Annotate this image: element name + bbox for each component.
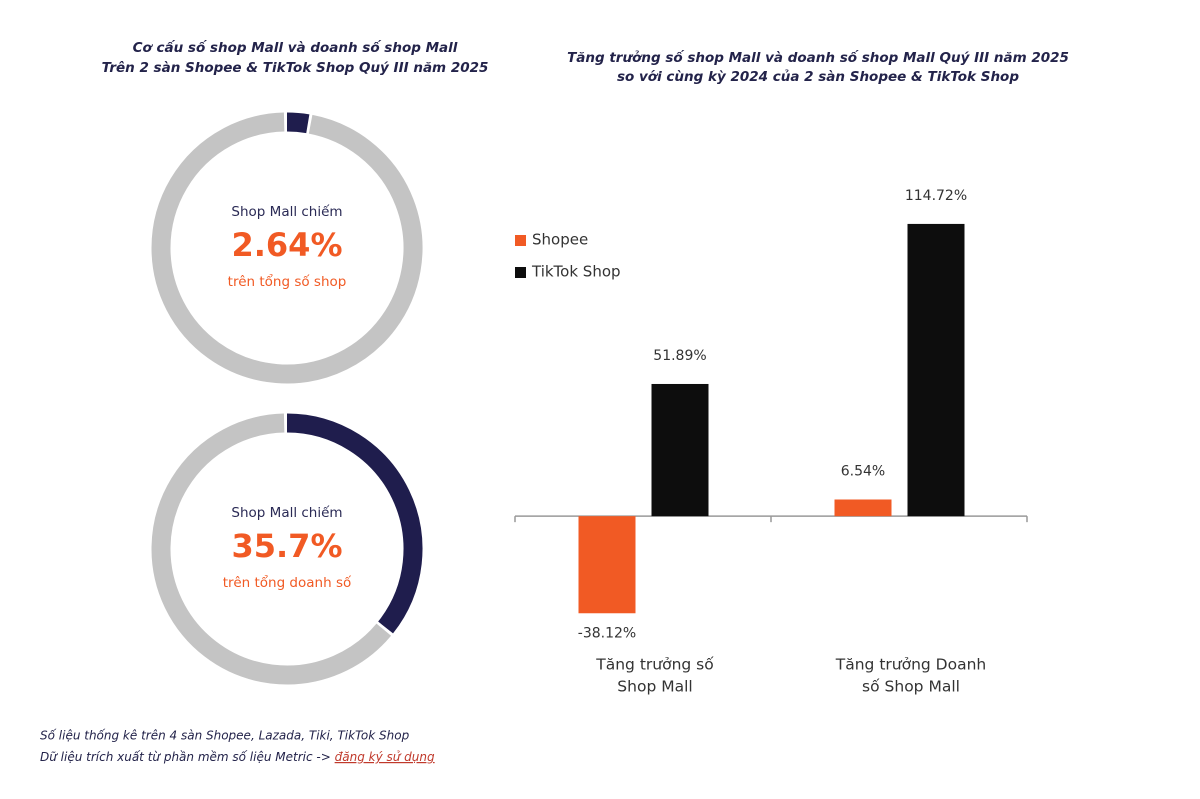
value-label: -38.12% bbox=[578, 625, 636, 641]
center-value: 2.64% bbox=[231, 226, 342, 264]
footer-note: Số liệu thống kê trên 4 sàn Shopee, Laza… bbox=[40, 729, 410, 743]
value-label: 114.72% bbox=[905, 188, 967, 204]
legend-label: TikTok Shop bbox=[531, 263, 621, 281]
bar bbox=[651, 383, 709, 517]
center-value: 35.7% bbox=[231, 527, 342, 565]
bar bbox=[578, 516, 636, 614]
value-label: 6.54% bbox=[841, 463, 885, 479]
center-label: Shop Mall chiếm bbox=[231, 504, 342, 521]
donut-segment bbox=[286, 112, 310, 134]
category-label: Shop Mall bbox=[617, 678, 692, 696]
donut-segment bbox=[286, 413, 423, 634]
register-link[interactable]: đăng ký sử dụng bbox=[335, 750, 435, 764]
footer-text: Dữ liệu trích xuất từ phần mềm số liệu M… bbox=[40, 750, 331, 764]
bar bbox=[834, 499, 892, 517]
footer-note: Dữ liệu trích xuất từ phần mềm số liệu M… bbox=[40, 750, 435, 764]
category-label: số Shop Mall bbox=[862, 678, 960, 696]
center-label: Shop Mall chiếm bbox=[231, 203, 342, 220]
legend-label: Shopee bbox=[532, 231, 588, 249]
category-label: Tăng trưởng số bbox=[595, 656, 714, 674]
chart-title: Trên 2 sàn Shopee & TikTok Shop Quý III … bbox=[102, 60, 489, 76]
bar bbox=[907, 223, 965, 517]
value-label: 51.89% bbox=[653, 348, 706, 364]
category-label: Tăng trưởng Doanh bbox=[835, 656, 986, 674]
donut-rest bbox=[151, 413, 392, 685]
chart-title: Cơ cấu số shop Mall và doanh số shop Mal… bbox=[133, 39, 458, 56]
center-sublabel: trên tổng doanh số bbox=[223, 574, 352, 591]
legend-swatch bbox=[515, 235, 526, 246]
legend-swatch bbox=[515, 267, 526, 278]
center-sublabel: trên tổng số shop bbox=[228, 273, 347, 290]
donut-rest bbox=[151, 112, 423, 384]
chart-title: Tăng trưởng số shop Mall và doanh số sho… bbox=[567, 49, 1069, 66]
chart-title: so với cùng kỳ 2024 của 2 sàn Shopee & T… bbox=[617, 69, 1019, 85]
